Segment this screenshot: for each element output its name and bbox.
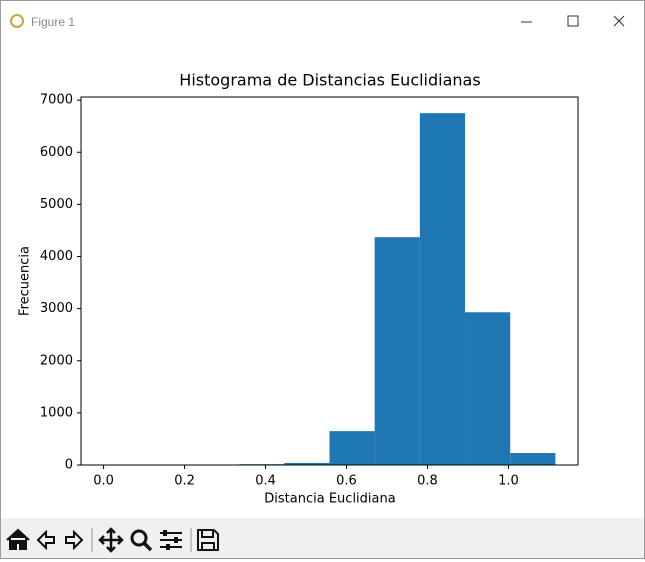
y-tick-label: 4000 xyxy=(40,249,73,264)
chart-title: Histograma de Distancias Euclidianas xyxy=(179,71,480,90)
x-tick-label: 0.0 xyxy=(93,474,114,489)
toolbar xyxy=(1,518,644,558)
save-button[interactable] xyxy=(198,530,218,550)
y-tick-label: 7000 xyxy=(40,93,73,108)
y-tick-label: 2000 xyxy=(40,353,73,368)
home-button[interactable] xyxy=(7,530,29,549)
y-tick-label: 6000 xyxy=(40,145,73,160)
x-tick-label: 1.0 xyxy=(498,474,519,489)
y-tick-label: 3000 xyxy=(40,301,73,316)
pan-button[interactable] xyxy=(100,529,122,551)
bar xyxy=(465,312,510,465)
x-axis-label: Distancia Euclidiana xyxy=(264,492,395,507)
y-tick-label: 1000 xyxy=(40,405,73,420)
toolbar-icons xyxy=(1,518,644,558)
bar xyxy=(420,113,465,465)
y-tick-label: 5000 xyxy=(40,197,73,212)
x-tick-label: 0.6 xyxy=(336,474,357,489)
bar xyxy=(510,453,555,465)
zoom-handle xyxy=(144,543,151,550)
y-axis-label: Frecuencia xyxy=(18,246,33,316)
back-button[interactable] xyxy=(38,532,54,548)
zoom-button[interactable] xyxy=(132,531,146,545)
bar xyxy=(375,237,420,465)
x-tick-label: 0.4 xyxy=(255,474,276,489)
chart: Histograma de Distancias Euclidianas Dis… xyxy=(1,1,644,518)
bar xyxy=(330,431,375,465)
forward-button[interactable] xyxy=(66,532,82,548)
x-tick-label: 0.2 xyxy=(174,474,195,489)
x-tick-label: 0.8 xyxy=(417,474,438,489)
y-tick-label: 0 xyxy=(65,458,73,473)
